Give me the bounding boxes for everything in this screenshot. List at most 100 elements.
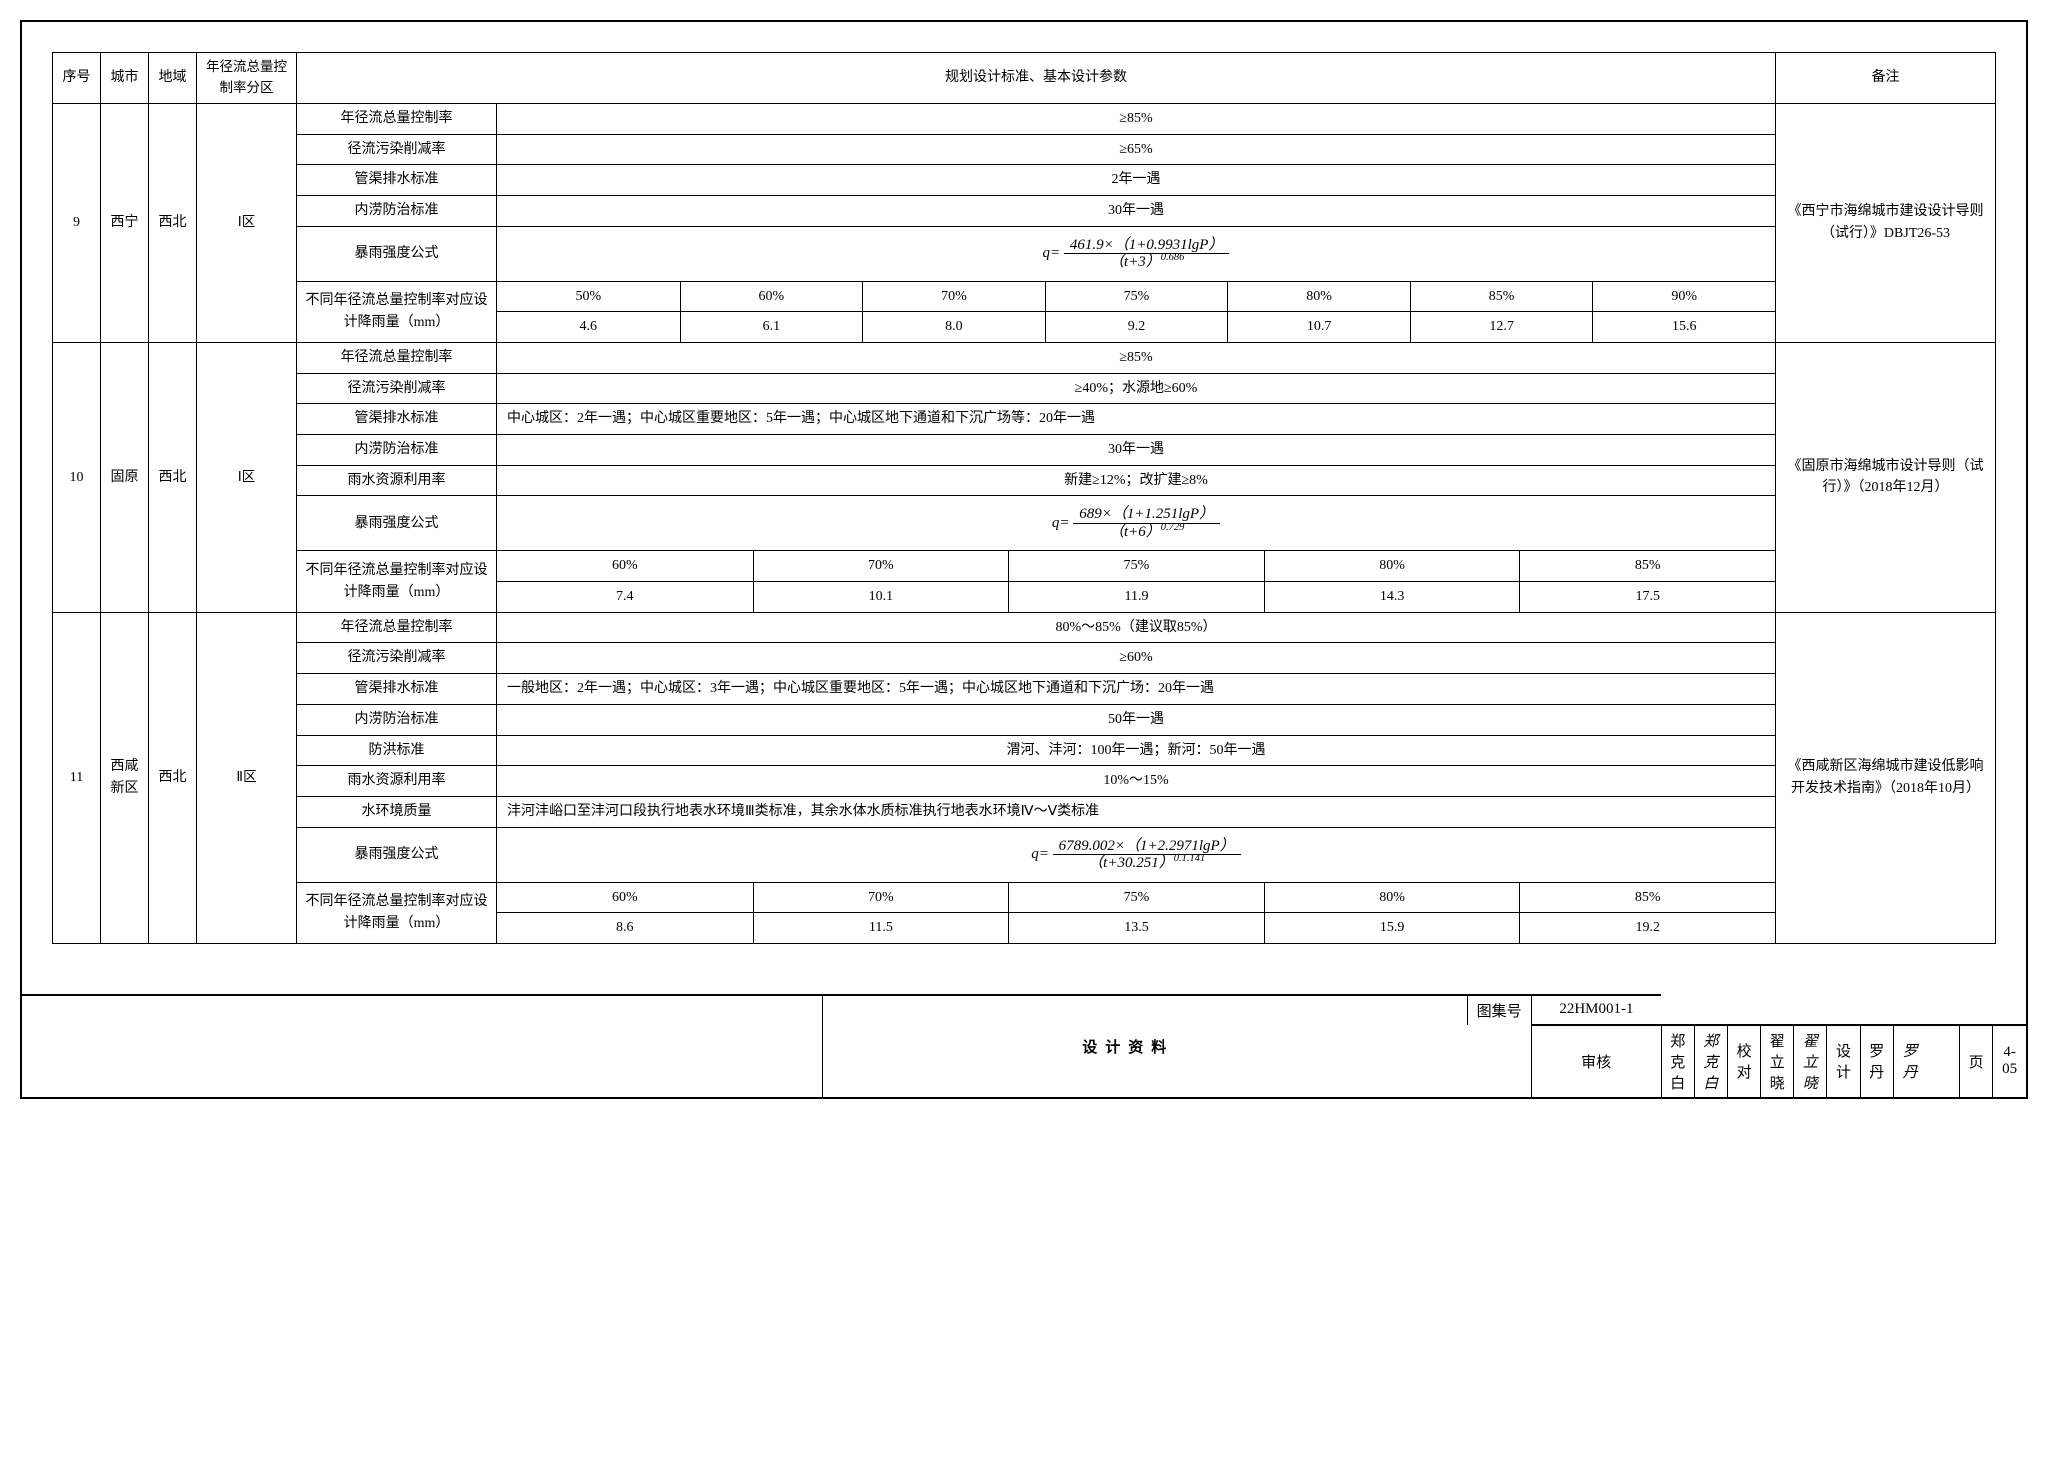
cell-city: 固原 [101,342,149,612]
design-label: 设计 [1827,1025,1860,1097]
grid-cell: 75% [1008,883,1264,913]
param-value: ≥85% [497,342,1776,373]
param-value: ≥85% [497,103,1776,134]
grid-cell: 11.5 [753,913,1009,943]
param-label: 雨水资源利用率 [297,465,497,496]
param-value: q= 689×（1+1.251lgP）（t+6）0.729 [497,496,1776,551]
album-label: 图集号 [1467,995,1531,1025]
param-value: 中心城区：2年一遇；中心城区重要地区：5年一遇；中心城区地下通道和下沉广场等：2… [497,404,1776,435]
param-label: 年径流总量控制率 [297,103,497,134]
grid-cell: 8.6 [497,913,753,943]
param-label: 不同年径流总量控制率对应设计降雨量（mm） [297,551,497,612]
grid-cell: 80% [1227,282,1410,312]
proof-label: 校对 [1728,1025,1761,1097]
param-value: 10%～15% [497,766,1776,797]
grid-cell: 90% [1592,282,1775,312]
grid-cell: 8.0 [862,312,1045,342]
col-remark: 备注 [1776,53,1996,104]
param-value: 80%～85%（建议取85%） [497,612,1776,643]
cell-remark: 《固原市海绵城市设计导则（试行）》（2018年12月） [1776,342,1996,612]
param-label: 内涝防治标准 [297,435,497,466]
grid-cell: 13.5 [1008,913,1264,943]
grid-cell: 60% [497,551,753,581]
grid-cell: 12.7 [1410,312,1593,342]
design-standards-table: 序号 城市 地域 年径流总量控制率分区 规划设计标准、基本设计参数 备注 9西宁… [52,52,1996,944]
cell-city: 西宁 [101,103,149,342]
param-label: 不同年径流总量控制率对应设计降雨量（mm） [297,882,497,943]
col-zone: 年径流总量控制率分区 [197,53,297,104]
param-value: 渭河、沣河：100年一遇；新河：50年一遇 [497,735,1776,766]
param-value: 一般地区：2年一遇；中心城区：3年一遇；中心城区重要地区：5年一遇；中心城区地下… [497,674,1776,705]
param-value: 30年一遇 [497,195,1776,226]
grid-cell: 17.5 [1519,582,1775,612]
grid-cell: 11.9 [1008,582,1264,612]
grid-cell: 85% [1410,282,1593,312]
col-city: 城市 [101,53,149,104]
param-label: 年径流总量控制率 [297,342,497,373]
param-value: ≥40%；水源地≥60% [497,373,1776,404]
cell-seq: 10 [53,342,101,612]
grid-cell: 7.4 [497,582,753,612]
param-value: q= 6789.002×（1+2.2971lgP）（t+30.251）0.1.1… [497,827,1776,882]
grid-cell: 85% [1519,883,1775,913]
grid-cell: 10.1 [753,582,1009,612]
param-label: 内涝防治标准 [297,704,497,735]
grid-cell: 10.7 [1227,312,1410,342]
param-label: 径流污染削减率 [297,134,497,165]
param-grid: 60%70%75%80%85%7.410.111.914.317.5 [497,551,1776,612]
review-name: 郑克白 [1661,1025,1694,1097]
grid-cell: 70% [753,551,1009,581]
param-label: 暴雨强度公式 [297,496,497,551]
design-sig: 罗丹 [1893,1025,1926,1097]
grid-cell: 15.6 [1592,312,1775,342]
cell-region: 西北 [149,342,197,612]
cell-zone: Ⅰ区 [197,342,297,612]
param-value: 2年一遇 [497,165,1776,196]
param-label: 雨水资源利用率 [297,766,497,797]
cell-seq: 9 [53,103,101,342]
grid-cell: 4.6 [497,312,680,342]
grid-cell: 75% [1045,282,1228,312]
grid-cell: 75% [1008,551,1264,581]
review-label: 审核 [1531,1025,1661,1097]
album-value: 22HM001-1 [1531,995,1661,1025]
grid-cell: 60% [680,282,863,312]
param-label: 径流污染削减率 [297,643,497,674]
proof-sig: 翟立晓 [1794,1025,1827,1097]
grid-cell: 60% [497,883,753,913]
grid-cell: 70% [753,883,1009,913]
grid-cell: 6.1 [680,312,863,342]
param-label: 管渠排水标准 [297,674,497,705]
param-label: 年径流总量控制率 [297,612,497,643]
param-label: 管渠排水标准 [297,404,497,435]
param-value: ≥65% [497,134,1776,165]
param-grid: 60%70%75%80%85%8.611.513.515.919.2 [497,882,1776,943]
grid-cell: 85% [1519,551,1775,581]
grid-cell: 70% [862,282,1045,312]
param-label: 防洪标准 [297,735,497,766]
param-label: 径流污染削减率 [297,373,497,404]
grid-cell: 80% [1264,883,1520,913]
param-label: 内涝防治标准 [297,195,497,226]
cell-remark: 《西咸新区海绵城市建设低影响开发技术指南》（2018年10月） [1776,612,1996,943]
param-value: 新建≥12%；改扩建≥8% [497,465,1776,496]
cell-region: 西北 [149,612,197,943]
grid-cell: 50% [497,282,680,312]
param-value: 30年一遇 [497,435,1776,466]
title-block: 设计资料 图集号 22HM001-1 审核 郑克白 郑克白 校对 翟立晓 翟立晓… [22,994,2026,1097]
col-params: 规划设计标准、基本设计参数 [297,53,1776,104]
proof-name: 翟立晓 [1761,1025,1794,1097]
cell-region: 西北 [149,103,197,342]
page-label: 页 [1960,1025,1993,1097]
param-label: 水环境质量 [297,796,497,827]
param-value: q= 461.9×（1+0.9931lgP）（t+3）0.686 [497,226,1776,281]
cell-seq: 11 [53,612,101,943]
param-label: 暴雨强度公式 [297,226,497,281]
grid-cell: 15.9 [1264,913,1520,943]
review-sig: 郑克白 [1694,1025,1727,1097]
grid-cell: 80% [1264,551,1520,581]
param-label: 暴雨强度公式 [297,827,497,882]
grid-cell: 9.2 [1045,312,1228,342]
cell-city: 西咸新区 [101,612,149,943]
cell-remark: 《西宁市海绵城市建设设计导则（试行）》DBJT26-53 [1776,103,1996,342]
